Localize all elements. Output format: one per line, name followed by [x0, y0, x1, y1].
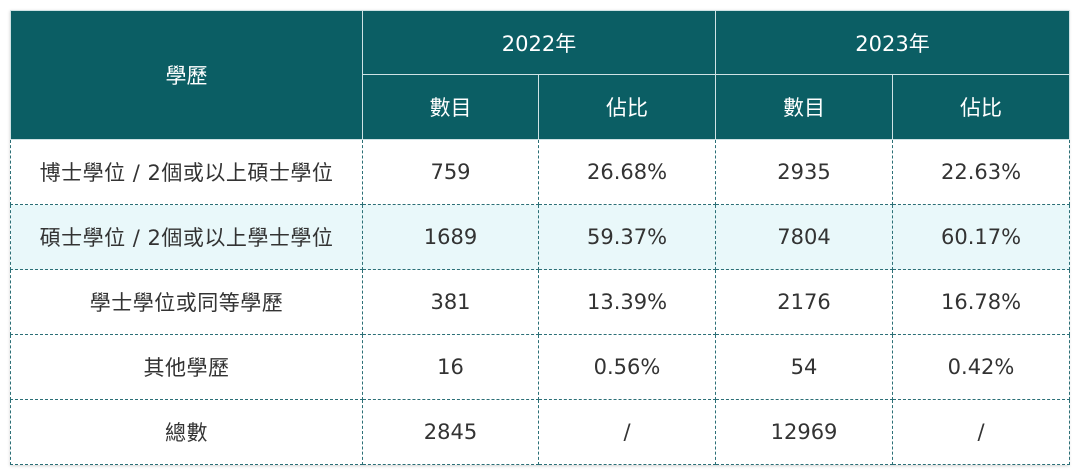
table-row: 博士學位 / 2個或以上碩士學位 759 26.68% 2935 22.63% — [10, 139, 1071, 205]
count-2023-cell: 54 — [715, 334, 894, 400]
share-2023-cell: 0.42% — [892, 334, 1071, 400]
education-statistics-table: 學歷 2022年 2023年 數目 佔比 數目 佔比 博士學位 / 2個或以上碩… — [10, 10, 1071, 465]
count-2022-cell: 1689 — [362, 204, 539, 270]
share-2022-cell: / — [537, 399, 717, 465]
count-2022-cell: 16 — [362, 334, 539, 400]
header-count-2022: 數目 — [362, 74, 539, 140]
share-2022-cell: 26.68% — [537, 139, 717, 205]
table-row: 碩士學位 / 2個或以上學士學位 1689 59.37% 7804 60.17% — [10, 204, 1071, 270]
education-table-container: 學歷 2022年 2023年 數目 佔比 數目 佔比 博士學位 / 2個或以上碩… — [10, 10, 1071, 465]
share-2023-cell: 16.78% — [892, 269, 1071, 335]
share-2022-cell: 59.37% — [537, 204, 717, 270]
header-share-2022: 佔比 — [537, 74, 717, 140]
count-2022-cell: 2845 — [362, 399, 539, 465]
count-2022-cell: 759 — [362, 139, 539, 205]
share-2022-cell: 0.56% — [537, 334, 717, 400]
row-label: 博士學位 / 2個或以上碩士學位 — [10, 139, 363, 205]
count-2023-cell: 12969 — [715, 399, 894, 465]
row-label: 碩士學位 / 2個或以上學士學位 — [10, 204, 363, 270]
header-education-level: 學歷 — [10, 10, 363, 140]
table-row-total: 總數 2845 / 12969 / — [10, 399, 1071, 465]
row-label: 其他學歷 — [10, 334, 363, 400]
row-label: 總數 — [10, 399, 363, 465]
count-2023-cell: 7804 — [715, 204, 894, 270]
header-share-2023: 佔比 — [892, 74, 1071, 140]
count-2023-cell: 2176 — [715, 269, 894, 335]
table-row: 其他學歷 16 0.56% 54 0.42% — [10, 334, 1071, 400]
share-2023-cell: 60.17% — [892, 204, 1071, 270]
table-row: 學士學位或同等學歷 381 13.39% 2176 16.78% — [10, 269, 1071, 335]
share-2023-cell: 22.63% — [892, 139, 1071, 205]
header-year-2023: 2023年 — [715, 10, 1071, 75]
header-count-2023: 數目 — [715, 74, 894, 140]
count-2023-cell: 2935 — [715, 139, 894, 205]
count-2022-cell: 381 — [362, 269, 539, 335]
row-label: 學士學位或同等學歷 — [10, 269, 363, 335]
header-year-2022: 2022年 — [361, 10, 717, 75]
share-2023-cell: / — [892, 399, 1071, 465]
share-2022-cell: 13.39% — [537, 269, 717, 335]
header-row-subcolumns: 數目 佔比 數目 佔比 — [11, 74, 1071, 140]
header-row-years: 學歷 2022年 2023年 — [10, 10, 1071, 140]
